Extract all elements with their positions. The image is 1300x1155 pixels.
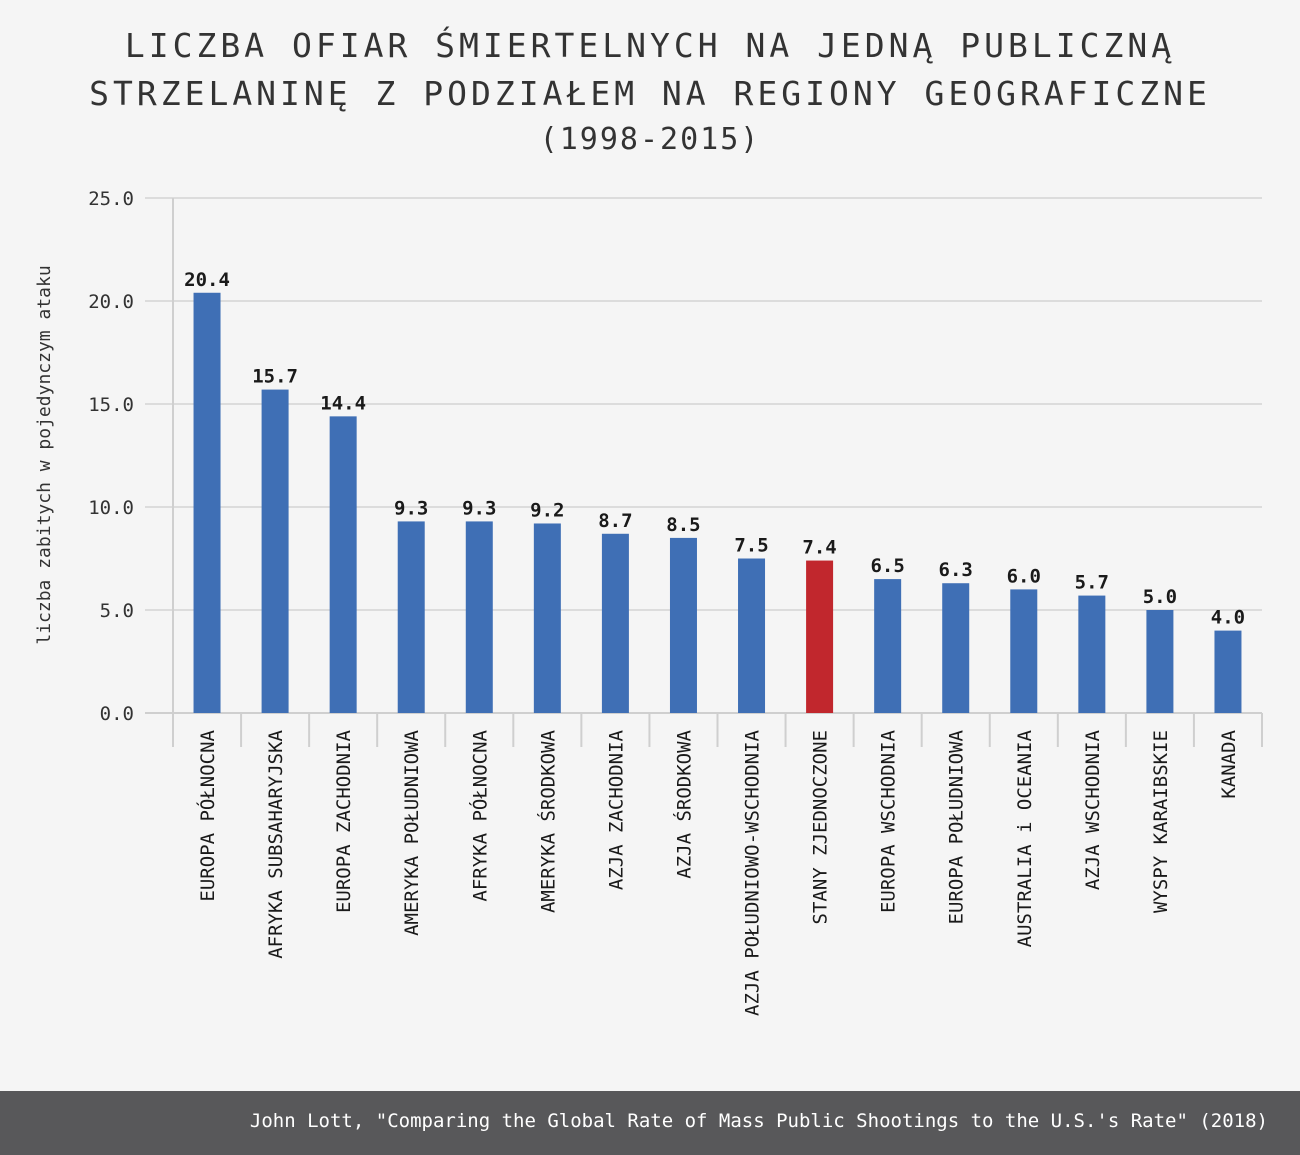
bar <box>1214 630 1242 713</box>
bar-value-label: 7.4 <box>802 537 836 559</box>
bar-value-label: 20.4 <box>184 269 230 291</box>
y-tick-label: 15.0 <box>88 394 134 416</box>
x-tick-label: EUROPA WSCHODNIA <box>878 729 900 913</box>
bar <box>329 416 357 713</box>
source-citation: John Lott, "Comparing the Global Rate of… <box>249 1110 1268 1132</box>
bar <box>397 521 425 713</box>
bar <box>1146 610 1174 713</box>
bar-value-label: 7.5 <box>734 535 768 557</box>
bar-value-label: 8.5 <box>666 514 700 536</box>
y-axis-label: liczba zabitych w pojedynczym ataku <box>34 265 55 644</box>
x-tick-label: AUSTRALIA i OCEANIA <box>1014 729 1036 947</box>
x-tick-label: AZJA POŁUDNIOWO-WSCHODNIA <box>742 729 764 1016</box>
y-tick-label: 0.0 <box>100 703 134 725</box>
x-tick-label: AMERYKA ŚRODKOWA <box>535 729 559 913</box>
y-tick-label: 10.0 <box>88 497 134 519</box>
bar <box>669 537 697 713</box>
bar-chart: 0.0 5.0 10.0 15.0 20.0 25.0 liczba zabitych w … <box>34 188 1263 1016</box>
x-tick-label: AZJA ŚRODKOWA <box>671 729 695 878</box>
y-tick-label: 25.0 <box>88 188 134 210</box>
bar-value-label: 4.0 <box>1211 607 1245 629</box>
bar-value-label: 14.4 <box>320 392 366 414</box>
x-tick-label: EUROPA PÓŁNOCNA <box>195 729 219 901</box>
x-tick-label: EUROPA ZACHODNIA <box>333 729 355 913</box>
bar-value-label: 8.7 <box>598 510 632 532</box>
bar <box>1010 589 1038 713</box>
source-footer: John Lott, "Comparing the Global Rate of… <box>0 1091 1300 1155</box>
chart-title-block: LICZBA OFIAR ŚMIERTELNYCH NA JEDNĄ PUBLI… <box>0 22 1300 162</box>
y-tick-label: 5.0 <box>100 600 134 622</box>
bar-value-label: 6.3 <box>939 559 973 581</box>
x-tick-label: WYSPY KARAIBSKIE <box>1150 730 1172 913</box>
x-tick-label: AFRYKA PÓŁNOCNA <box>467 729 491 901</box>
x-tick-label: AFRYKA SUBSAHARYJSKA <box>265 729 287 958</box>
bar <box>193 292 221 713</box>
x-tick-label: AZJA ZACHODNIA <box>605 729 627 890</box>
x-tick-label: KANADA <box>1218 729 1240 798</box>
bar <box>738 558 766 713</box>
x-tick-label: STANY ZJEDNOCZONE <box>810 730 832 924</box>
bar-value-label: 5.7 <box>1075 572 1109 594</box>
bar-value-label: 15.7 <box>252 366 298 388</box>
x-tick-label: AZJA WSCHODNIA <box>1082 729 1104 890</box>
bar-value-label: 6.5 <box>870 555 904 577</box>
bar-value-label: 6.0 <box>1007 565 1041 587</box>
bar <box>601 533 629 713</box>
bar <box>465 521 493 713</box>
bar-value-label: 9.3 <box>394 497 428 519</box>
bar <box>1078 595 1106 713</box>
bar <box>261 389 289 713</box>
x-tick-label: EUROPA POŁUDNIOWA <box>946 729 968 924</box>
bar-value-label: 9.2 <box>530 499 564 521</box>
bar <box>806 560 834 713</box>
bar-value-label: 9.3 <box>462 497 496 519</box>
chart-subtitle: (1998-2015) <box>539 122 761 157</box>
bar <box>533 523 561 713</box>
x-tick-label: AMERYKA POŁUDNIOWA <box>401 729 423 935</box>
y-tick-label: 20.0 <box>88 291 134 313</box>
bar <box>874 579 902 713</box>
bar-value-label: 5.0 <box>1143 586 1177 608</box>
chart-title-line-1: LICZBA OFIAR ŚMIERTELNYCH NA JEDNĄ PUBLI… <box>124 26 1176 65</box>
chart-title-line-2: STRZELANINĘ Z PODZIAŁEM NA REGIONY GEOGR… <box>89 74 1211 113</box>
bar <box>942 583 970 713</box>
